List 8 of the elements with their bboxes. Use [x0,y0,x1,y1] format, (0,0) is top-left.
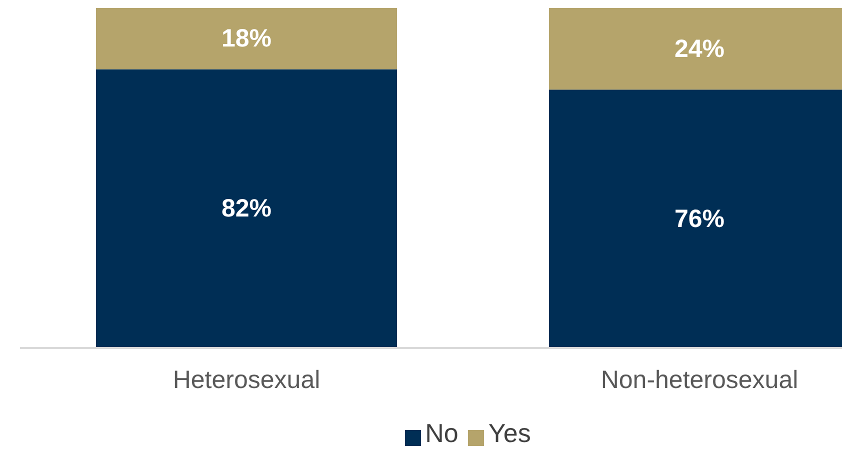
x-tick-label: Heterosexual [172,366,320,394]
data-label: 24% [674,34,725,63]
x-tick-label: Non-heterosexual [600,366,798,394]
data-label: 76% [674,204,725,233]
data-label: 82% [221,194,272,223]
legend-label: Yes [488,418,531,448]
data-label: 18% [221,24,272,53]
legend-label: No [425,418,458,448]
